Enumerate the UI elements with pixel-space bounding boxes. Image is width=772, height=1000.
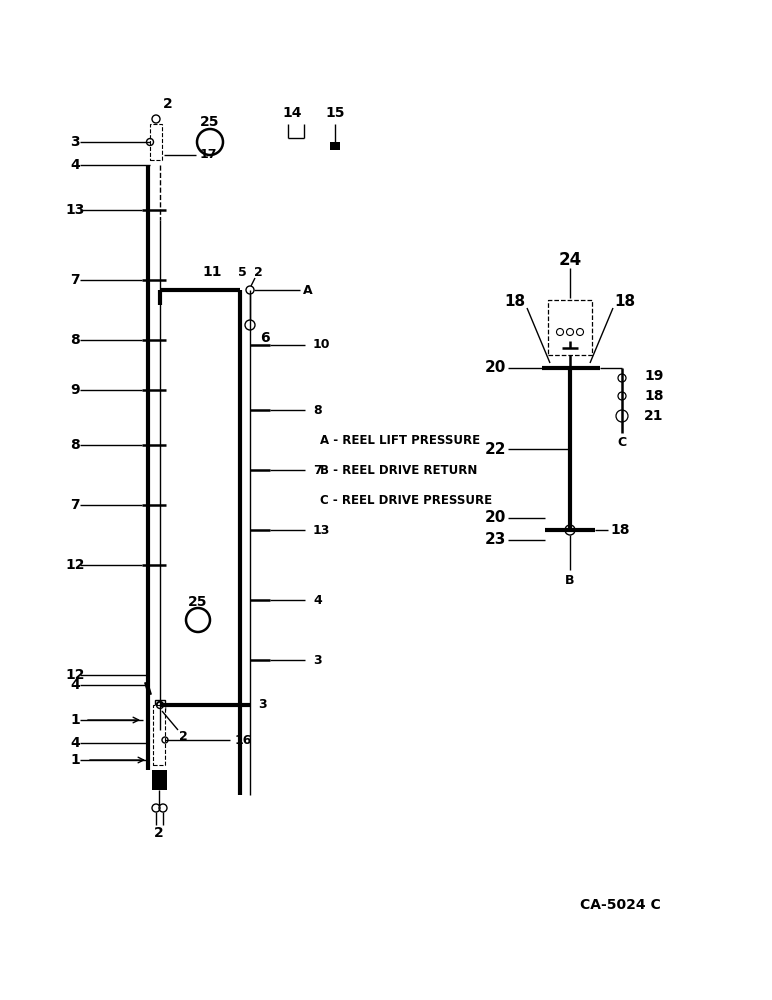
Bar: [150, 124, 162, 160]
Text: 19: 19: [644, 369, 663, 383]
Text: 9: 9: [70, 383, 80, 397]
Text: 3: 3: [70, 135, 80, 149]
Text: CA-5024 C: CA-5024 C: [580, 898, 661, 912]
Text: 3: 3: [258, 698, 266, 712]
Text: A: A: [303, 284, 313, 296]
Text: 8: 8: [313, 403, 322, 416]
Text: 20: 20: [484, 360, 506, 375]
Text: 1: 1: [70, 753, 80, 767]
Text: C: C: [618, 436, 627, 450]
Text: 14: 14: [283, 106, 302, 120]
Text: B: B: [565, 574, 574, 586]
Text: 20: 20: [484, 510, 506, 526]
Text: 18: 18: [504, 294, 526, 310]
Text: 8: 8: [70, 333, 80, 347]
Text: 18: 18: [610, 523, 629, 537]
Text: 23: 23: [484, 532, 506, 548]
Bar: [152, 770, 167, 790]
Text: 7: 7: [70, 498, 80, 512]
Bar: [330, 142, 340, 150]
Text: 22: 22: [484, 442, 506, 456]
Text: 1: 1: [70, 713, 80, 727]
Text: 12: 12: [66, 558, 85, 572]
Text: 18: 18: [644, 389, 663, 403]
Text: 16: 16: [235, 734, 252, 746]
Text: 2: 2: [178, 730, 188, 744]
Text: 4: 4: [70, 736, 80, 750]
Bar: [548, 300, 592, 355]
Bar: [155, 700, 165, 710]
Text: 25: 25: [200, 115, 220, 129]
Text: 21: 21: [644, 409, 663, 423]
Text: 7: 7: [313, 464, 322, 477]
Text: 5: 5: [238, 265, 246, 278]
Text: 3: 3: [313, 654, 322, 666]
Text: 2: 2: [154, 826, 164, 840]
Text: B - REEL DRIVE RETURN: B - REEL DRIVE RETURN: [320, 464, 477, 477]
Text: 10: 10: [313, 338, 330, 352]
Text: 17: 17: [199, 148, 217, 161]
Text: 8: 8: [70, 438, 80, 452]
Text: 13: 13: [313, 524, 330, 536]
Text: 6: 6: [260, 331, 269, 345]
Text: 2: 2: [163, 97, 173, 111]
Text: 4: 4: [70, 678, 80, 692]
Bar: [153, 705, 165, 765]
Text: 4: 4: [70, 158, 80, 172]
Text: 4: 4: [313, 593, 322, 606]
Text: C - REEL DRIVE PRESSURE: C - REEL DRIVE PRESSURE: [320, 493, 492, 506]
Text: 12: 12: [66, 668, 85, 682]
Text: 15: 15: [325, 106, 345, 120]
Text: 18: 18: [615, 294, 635, 310]
Text: 24: 24: [558, 251, 581, 269]
Text: 2: 2: [254, 265, 262, 278]
Text: 7: 7: [70, 273, 80, 287]
Text: 13: 13: [66, 203, 85, 217]
Text: 25: 25: [188, 595, 208, 609]
Text: 11: 11: [202, 265, 222, 279]
Text: A - REEL LIFT PRESSURE: A - REEL LIFT PRESSURE: [320, 434, 480, 446]
